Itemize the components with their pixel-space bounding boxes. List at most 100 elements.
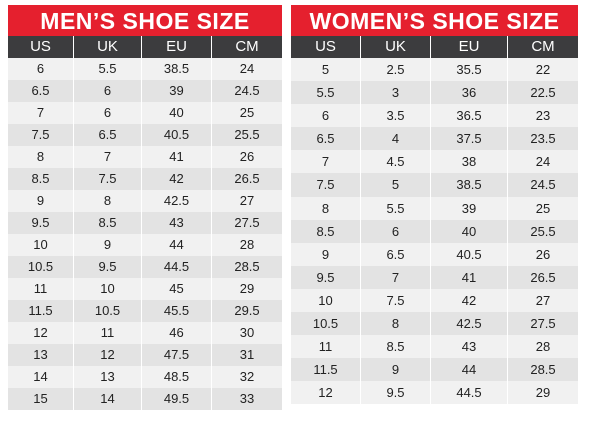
mens-table-row: 14 13 48.5 32: [8, 366, 282, 388]
womens-table-body: 5 2.5 35.5 22 5.5 3 36 22.5 6 3.5 36.5 23 6.5 4 37.5 23…: [291, 58, 578, 405]
womens-table-row: 6.5 4 37.5 23.5: [291, 127, 578, 151]
mens-table-row: 15 14 49.5 33: [8, 388, 282, 410]
mens-cell-cm: 29: [239, 281, 255, 296]
womens-cell-cm: 24.5: [530, 177, 556, 193]
mens-cell-eu: 39: [142, 80, 212, 102]
womens-cell-uk: 4.5: [361, 150, 431, 174]
mens-table-row: 6.5 6 39 24.5: [8, 80, 282, 102]
womens-cell-cm: 27.5: [530, 316, 556, 332]
womens-cell-uk: 6: [361, 219, 431, 243]
mens-cell-cm: 27.5: [234, 215, 260, 230]
mens-cell-eu: 42.5: [142, 190, 212, 212]
mens-cell-eu: 40.5: [142, 124, 212, 146]
mens-cell-uk: 8.5: [74, 212, 142, 234]
womens-cell-cm: 28: [535, 339, 551, 355]
mens-table-row: 7.5 6.5 40.5 25.5: [8, 124, 282, 146]
womens-cell-uk: 8.5: [361, 335, 431, 359]
mens-cell-uk: 11: [74, 322, 142, 344]
mens-size-chart: MEN’S SHOE SIZE US UK EU CM 6 5.5 38.5 24 6.…: [8, 5, 282, 410]
womens-cell-uk: 5: [361, 173, 431, 197]
womens-cell-cm: 23.5: [530, 131, 556, 147]
womens-cell-eu: 35.5: [431, 58, 508, 82]
mens-cell-eu: 38.5: [142, 58, 212, 80]
womens-cell-eu: 39: [431, 196, 508, 220]
womens-table-row: 7 4.5 38 24: [291, 150, 578, 174]
mens-table-row: 10 9 44 28: [8, 234, 282, 256]
womens-chart-title: WOMEN’S SHOE SIZE: [291, 5, 578, 36]
womens-cell-uk: 4: [361, 127, 431, 151]
mens-cell-uk: 13: [74, 366, 142, 388]
womens-table-row: 8.5 6 40 25.5: [291, 219, 578, 243]
womens-cell-us: 5: [291, 58, 361, 82]
womens-table-row: 12 9.5 44.5 29: [291, 381, 578, 405]
mens-table-row: 9.5 8.5 43 27.5: [8, 212, 282, 234]
mens-header-uk: UK: [74, 36, 142, 58]
womens-table-row: 5 2.5 35.5 22: [291, 58, 578, 82]
mens-cell-eu: 42: [142, 168, 212, 190]
mens-cell-eu: 49.5: [142, 388, 212, 410]
mens-cell-us: 10: [8, 234, 74, 256]
womens-table-row: 6 3.5 36.5 23: [291, 104, 578, 128]
womens-size-chart: WOMEN’S SHOE SIZE US UK EU CM 5 2.5 35.5 22…: [291, 5, 578, 405]
mens-table-row: 8 7 41 26: [8, 146, 282, 168]
womens-cell-us: 9.5: [291, 265, 361, 289]
mens-cell-eu: 47.5: [142, 344, 212, 366]
womens-cell-eu: 37.5: [431, 127, 508, 151]
womens-cell-eu: 41: [431, 265, 508, 289]
womens-cell-uk: 8: [361, 312, 431, 336]
mens-header-us: US: [8, 36, 74, 58]
mens-table-row: 9 8 42.5 27: [8, 190, 282, 212]
womens-cell-us: 10: [291, 288, 361, 313]
mens-cell-cm: 27: [239, 193, 255, 208]
mens-cell-eu: 44.5: [142, 256, 212, 278]
womens-cell-eu: 44: [431, 358, 508, 382]
womens-cell-cm: 22: [535, 62, 551, 77]
mens-table-row: 11 10 45 29: [8, 278, 282, 300]
womens-cell-uk: 7: [361, 265, 431, 289]
womens-column-headers: US UK EU CM: [291, 36, 578, 58]
mens-cell-eu: 45.5: [142, 300, 212, 322]
womens-cell-cm: 27: [535, 292, 551, 308]
womens-table-row: 11 8.5 43 28: [291, 335, 578, 359]
mens-cell-cm: 30: [239, 325, 255, 340]
womens-cell-cm: 23: [535, 108, 551, 124]
mens-table-body: 6 5.5 38.5 24 6.5 6 39 24.5 7 6 40 25 7.5 6.5 40.5 25.5…: [8, 58, 282, 410]
mens-cell-us: 8.5: [8, 168, 74, 190]
mens-cell-cm: 28.5: [234, 259, 260, 274]
womens-cell-us: 8.5: [291, 219, 361, 243]
womens-header-cm: CM: [531, 38, 555, 55]
mens-cell-cm: 24: [239, 61, 255, 76]
womens-cell-us: 5.5: [291, 81, 361, 105]
womens-cell-eu: 42.5: [431, 312, 508, 336]
mens-cell-us: 14: [8, 366, 74, 388]
womens-cell-uk: 9.5: [361, 381, 431, 405]
mens-cell-eu: 45: [142, 278, 212, 300]
womens-cell-cm: 26.5: [530, 269, 556, 285]
mens-cell-uk: 6: [74, 80, 142, 102]
mens-cell-uk: 6.5: [74, 124, 142, 146]
mens-cell-eu: 44: [142, 234, 212, 256]
womens-cell-eu: 42: [431, 288, 508, 313]
womens-cell-uk: 7.5: [361, 288, 431, 313]
womens-cell-cm: 26: [535, 246, 551, 262]
mens-cell-us: 15: [8, 388, 74, 410]
womens-header-eu: EU: [431, 36, 508, 58]
womens-table-row: 10.5 8 42.5 27.5: [291, 312, 578, 336]
womens-cell-cm: 29: [535, 385, 551, 401]
womens-cell-eu: 44.5: [431, 381, 508, 405]
womens-cell-cm: 25.5: [530, 223, 556, 239]
womens-table-row: 9.5 7 41 26.5: [291, 265, 578, 289]
mens-cell-eu: 40: [142, 102, 212, 124]
womens-header-us: US: [291, 36, 361, 58]
mens-cell-cm: 25: [239, 105, 255, 120]
womens-header-uk: UK: [361, 36, 431, 58]
mens-cell-us: 6: [8, 58, 74, 80]
mens-cell-uk: 7.5: [74, 168, 142, 190]
mens-cell-eu: 46: [142, 322, 212, 344]
womens-cell-us: 12: [291, 381, 361, 405]
mens-table-row: 7 6 40 25: [8, 102, 282, 124]
womens-cell-eu: 38: [431, 150, 508, 174]
womens-cell-us: 10.5: [291, 312, 361, 336]
womens-table-row: 9 6.5 40.5 26: [291, 242, 578, 266]
mens-cell-us: 13: [8, 344, 74, 366]
